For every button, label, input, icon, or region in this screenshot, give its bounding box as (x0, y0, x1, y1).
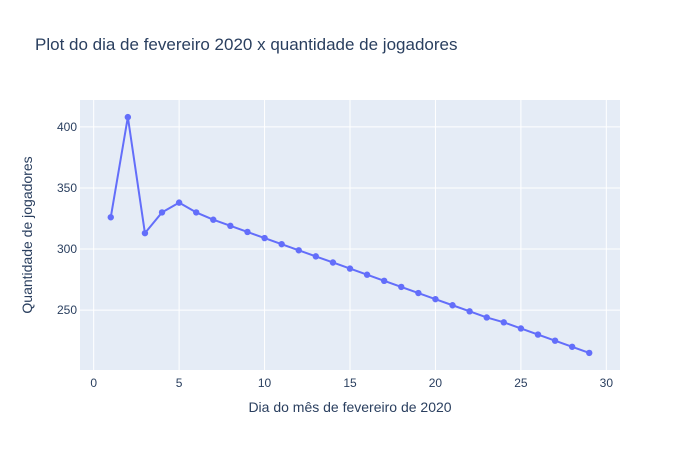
data-point[interactable] (534, 331, 542, 338)
data-point[interactable] (329, 259, 337, 266)
data-point[interactable] (141, 229, 149, 237)
data-point[interactable] (124, 113, 132, 121)
data-point[interactable] (210, 216, 217, 223)
data-point[interactable] (466, 308, 473, 315)
data-point[interactable] (175, 199, 183, 206)
data-point[interactable] (363, 271, 371, 278)
data-point[interactable] (517, 325, 525, 332)
y-tick-label: 400 (57, 120, 77, 134)
x-tick-label: 10 (258, 376, 272, 390)
y-tick-label: 350 (57, 181, 77, 195)
x-tick-label: 15 (343, 376, 357, 390)
data-point[interactable] (432, 295, 439, 303)
data-point[interactable] (193, 209, 200, 216)
x-tick-label: 30 (600, 376, 614, 390)
y-axis-label: Quantidade de jogadores (19, 156, 35, 313)
data-point[interactable] (586, 349, 593, 357)
x-tick-label: 5 (176, 376, 183, 390)
data-point[interactable] (551, 337, 559, 344)
data-point[interactable] (483, 314, 490, 321)
data-point[interactable] (449, 302, 456, 309)
tick-labels: 0 5 10 15 20 25 30 250 300 350 400 (57, 120, 613, 390)
chart-title: Plot do dia de fevereiro 2020 x quantida… (35, 35, 457, 54)
data-point[interactable] (261, 234, 268, 242)
data-point[interactable] (415, 289, 422, 297)
data-point[interactable] (158, 209, 166, 216)
data-point[interactable] (500, 319, 507, 326)
x-tick-label: 25 (514, 376, 528, 390)
x-tick-label: 20 (429, 376, 443, 390)
data-point[interactable] (312, 253, 320, 260)
data-point[interactable] (398, 283, 405, 291)
x-tick-label: 0 (90, 376, 97, 390)
x-axis-label: Dia do mês de fevereiro de 2020 (248, 399, 451, 415)
series-layer (107, 113, 593, 357)
data-point[interactable] (227, 222, 234, 230)
data-point[interactable] (346, 265, 354, 272)
data-point[interactable] (568, 343, 576, 350)
gridlines (80, 100, 620, 370)
data-point[interactable] (107, 214, 114, 221)
data-point[interactable] (244, 228, 251, 236)
data-point[interactable] (295, 247, 302, 254)
y-tick-label: 250 (57, 303, 77, 317)
data-point[interactable] (380, 277, 388, 285)
data-point[interactable] (278, 240, 285, 248)
y-tick-label: 300 (57, 242, 77, 256)
